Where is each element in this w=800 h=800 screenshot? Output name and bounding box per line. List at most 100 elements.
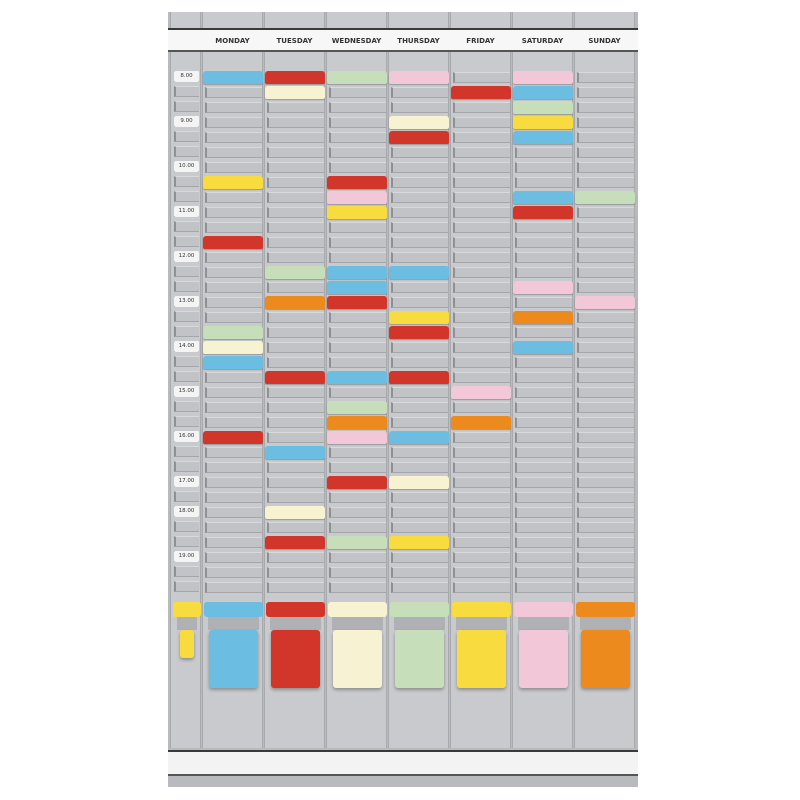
card-slot[interactable] — [205, 567, 262, 578]
t-card-blue[interactable] — [389, 431, 449, 444]
card-slot[interactable] — [453, 522, 510, 533]
card-slot[interactable] — [577, 177, 634, 188]
card-slot[interactable] — [515, 372, 572, 383]
card-slot[interactable] — [453, 507, 510, 518]
card-slot[interactable] — [267, 552, 324, 563]
card-slot[interactable] — [453, 537, 510, 548]
card-slot[interactable] — [577, 312, 634, 323]
card-slot[interactable] — [267, 402, 324, 413]
card-slot[interactable] — [329, 237, 386, 248]
card-slot[interactable] — [515, 582, 572, 593]
card-slot[interactable] — [205, 492, 262, 503]
card-slot[interactable] — [329, 117, 386, 128]
card-slot[interactable] — [329, 552, 386, 563]
card-slot[interactable] — [577, 387, 634, 398]
card-slot[interactable] — [577, 462, 634, 473]
card-slot[interactable] — [515, 357, 572, 368]
card-slot[interactable] — [329, 327, 386, 338]
card-slot[interactable] — [205, 582, 262, 593]
t-card-pink[interactable] — [575, 296, 635, 309]
card-slot[interactable] — [577, 282, 634, 293]
card-slot[interactable] — [329, 582, 386, 593]
t-card-yellow[interactable] — [389, 311, 449, 324]
t-card-yellow[interactable] — [203, 176, 263, 189]
stock-card-header[interactable] — [266, 602, 325, 617]
card-slot[interactable] — [577, 207, 634, 218]
t-card-green[interactable] — [265, 266, 325, 279]
card-slot[interactable] — [391, 282, 448, 293]
card-slot[interactable] — [453, 372, 510, 383]
card-slot[interactable] — [577, 432, 634, 443]
t-card-pink[interactable] — [513, 71, 573, 84]
card-slot[interactable] — [329, 162, 386, 173]
t-card-pink[interactable] — [327, 191, 387, 204]
card-slot[interactable] — [391, 417, 448, 428]
card-slot[interactable] — [577, 357, 634, 368]
t-card-red[interactable] — [265, 536, 325, 549]
card-slot[interactable] — [515, 267, 572, 278]
card-slot[interactable] — [329, 447, 386, 458]
card-slot[interactable] — [267, 432, 324, 443]
card-slot[interactable] — [515, 327, 572, 338]
card-slot[interactable] — [577, 132, 634, 143]
card-slot[interactable] — [453, 582, 510, 593]
card-slot[interactable] — [267, 462, 324, 473]
card-slot[interactable] — [577, 237, 634, 248]
card-slot[interactable] — [515, 552, 572, 563]
card-slot[interactable] — [391, 177, 448, 188]
stock-card-pile[interactable] — [519, 630, 568, 688]
t-card-blue[interactable] — [265, 446, 325, 459]
card-slot[interactable] — [391, 507, 448, 518]
card-slot[interactable] — [267, 147, 324, 158]
card-slot[interactable] — [577, 507, 634, 518]
card-slot[interactable] — [205, 147, 262, 158]
card-slot[interactable] — [205, 447, 262, 458]
card-slot[interactable] — [267, 417, 324, 428]
card-slot[interactable] — [577, 267, 634, 278]
stock-card-pile[interactable] — [395, 630, 444, 688]
card-slot[interactable] — [205, 387, 262, 398]
card-slot[interactable] — [577, 582, 634, 593]
card-slot[interactable] — [577, 402, 634, 413]
card-slot[interactable] — [453, 327, 510, 338]
card-slot[interactable] — [515, 507, 572, 518]
stock-card-pile[interactable] — [333, 630, 382, 688]
t-card-red[interactable] — [203, 431, 263, 444]
t-card-blue[interactable] — [327, 281, 387, 294]
card-slot[interactable] — [329, 507, 386, 518]
card-slot[interactable] — [329, 462, 386, 473]
card-slot[interactable] — [453, 357, 510, 368]
card-slot[interactable] — [577, 162, 634, 173]
t-card-green[interactable] — [513, 101, 573, 114]
card-slot[interactable] — [329, 567, 386, 578]
t-card-green[interactable] — [327, 401, 387, 414]
t-card-green[interactable] — [575, 191, 635, 204]
card-slot[interactable] — [515, 432, 572, 443]
card-slot[interactable] — [391, 192, 448, 203]
card-slot[interactable] — [205, 252, 262, 263]
card-slot[interactable] — [515, 402, 572, 413]
card-slot[interactable] — [453, 267, 510, 278]
card-slot[interactable] — [205, 312, 262, 323]
card-slot[interactable] — [267, 477, 324, 488]
card-slot[interactable] — [515, 387, 572, 398]
card-slot[interactable] — [329, 312, 386, 323]
time-card-stock[interactable] — [180, 630, 194, 658]
card-slot[interactable] — [577, 417, 634, 428]
card-slot[interactable] — [205, 522, 262, 533]
card-slot[interactable] — [391, 402, 448, 413]
card-slot[interactable] — [267, 117, 324, 128]
t-card-orange[interactable] — [265, 296, 325, 309]
t-card-pink[interactable] — [451, 386, 511, 399]
card-slot[interactable] — [515, 447, 572, 458]
card-slot[interactable] — [391, 522, 448, 533]
card-slot[interactable] — [515, 147, 572, 158]
t-card-green[interactable] — [327, 536, 387, 549]
card-slot[interactable] — [391, 492, 448, 503]
card-slot[interactable] — [267, 252, 324, 263]
card-slot[interactable] — [453, 312, 510, 323]
t-card-red[interactable] — [327, 476, 387, 489]
t-card-blue[interactable] — [203, 356, 263, 369]
card-slot[interactable] — [391, 582, 448, 593]
card-slot[interactable] — [515, 522, 572, 533]
